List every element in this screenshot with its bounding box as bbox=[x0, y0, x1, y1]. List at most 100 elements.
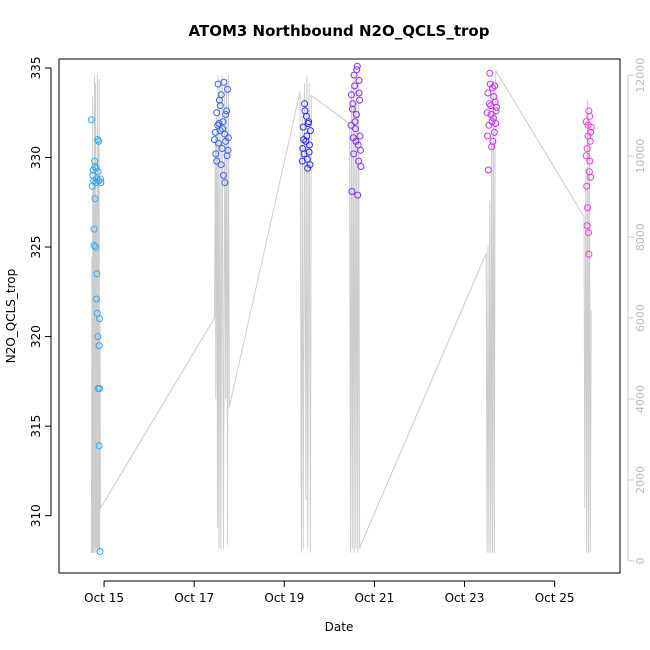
data-point bbox=[350, 71, 358, 79]
data-point bbox=[484, 132, 491, 140]
y2-tick-label: 12000 bbox=[634, 58, 647, 93]
data-point bbox=[351, 82, 359, 90]
data-point bbox=[355, 157, 363, 165]
data-point bbox=[493, 103, 500, 111]
y2-tick-label: 6000 bbox=[634, 304, 647, 332]
x-tick-label: Oct 17 bbox=[174, 591, 214, 605]
data-point bbox=[216, 102, 224, 110]
data-point bbox=[219, 118, 227, 126]
data-point bbox=[216, 127, 224, 135]
data-point bbox=[95, 137, 103, 145]
data-point bbox=[300, 136, 308, 144]
data-point bbox=[582, 118, 590, 126]
data-point bbox=[487, 111, 495, 118]
data-point bbox=[489, 137, 497, 145]
data-point bbox=[306, 161, 314, 169]
data-point bbox=[348, 105, 356, 113]
data-point bbox=[90, 225, 98, 233]
data-point bbox=[92, 243, 99, 251]
data-point bbox=[492, 120, 500, 127]
y-axis-label: N2O_QCLS_trop bbox=[4, 269, 18, 364]
data-point bbox=[349, 134, 357, 142]
data-point bbox=[224, 134, 232, 142]
data-point bbox=[302, 112, 310, 120]
data-point bbox=[212, 150, 220, 158]
data-point bbox=[95, 177, 103, 185]
data-point bbox=[96, 385, 104, 392]
data-point bbox=[95, 342, 103, 350]
chart-title: ATOM3 Northbound N2O_QCLS_trop bbox=[189, 22, 490, 40]
altitude-line bbox=[90, 69, 592, 553]
data-point bbox=[489, 84, 496, 92]
axes-layer: 310 315 320 325 330 335 Oct 15 Oct 17 Oct 19 Oct … bbox=[29, 57, 647, 605]
data-point bbox=[299, 145, 307, 152]
data-point bbox=[490, 128, 498, 136]
data-point bbox=[583, 182, 591, 190]
data-point bbox=[223, 107, 231, 115]
data-point bbox=[93, 175, 101, 183]
data-point bbox=[306, 127, 314, 135]
data-point bbox=[492, 107, 500, 115]
data-point bbox=[301, 100, 309, 108]
data-point bbox=[95, 442, 103, 450]
x-tick-label: Oct 19 bbox=[264, 591, 304, 605]
data-point bbox=[587, 123, 595, 131]
data-point bbox=[217, 91, 225, 99]
y-tick-label: 325 bbox=[29, 236, 43, 259]
data-point bbox=[90, 241, 98, 249]
data-point bbox=[583, 145, 591, 152]
data-point bbox=[584, 204, 592, 212]
data-point bbox=[92, 164, 100, 172]
data-point bbox=[587, 173, 595, 181]
data-point bbox=[351, 118, 359, 126]
data-point bbox=[352, 125, 359, 133]
data-point bbox=[355, 77, 363, 84]
data-point bbox=[96, 548, 104, 555]
data-point bbox=[349, 100, 357, 108]
data-point bbox=[585, 229, 592, 237]
data-point bbox=[215, 139, 222, 147]
scatter-layer bbox=[87, 62, 595, 555]
data-point bbox=[353, 62, 361, 70]
data-point bbox=[306, 141, 313, 149]
data-point bbox=[92, 295, 100, 303]
data-point bbox=[96, 315, 104, 323]
data-point bbox=[586, 112, 594, 120]
data-point bbox=[211, 136, 218, 144]
data-point bbox=[224, 85, 231, 93]
data-point bbox=[303, 155, 311, 163]
data-point bbox=[223, 152, 231, 160]
data-point bbox=[348, 188, 356, 195]
data-point bbox=[490, 93, 498, 101]
data-point bbox=[213, 109, 221, 117]
y2-tick-label: 0 bbox=[634, 557, 647, 564]
data-point bbox=[217, 161, 225, 169]
y-tick-label: 330 bbox=[29, 146, 43, 169]
data-point bbox=[583, 222, 591, 230]
x-tick-label: Oct 15 bbox=[84, 591, 124, 605]
data-point bbox=[97, 175, 104, 183]
data-point bbox=[586, 157, 594, 165]
data-point bbox=[582, 152, 590, 160]
data-point bbox=[350, 150, 358, 158]
data-point bbox=[305, 148, 313, 156]
data-point bbox=[488, 118, 496, 126]
data-point bbox=[214, 121, 222, 129]
data-point bbox=[304, 164, 312, 172]
data-point bbox=[352, 111, 360, 118]
data-point bbox=[491, 82, 499, 90]
y-tick-label: 315 bbox=[29, 415, 43, 438]
data-point bbox=[484, 89, 492, 97]
y-tick-label: 310 bbox=[29, 504, 43, 527]
data-point bbox=[97, 179, 105, 187]
data-point bbox=[585, 250, 593, 258]
data-point bbox=[483, 109, 491, 117]
data-point bbox=[355, 89, 363, 97]
data-point bbox=[222, 111, 230, 118]
data-point bbox=[485, 100, 493, 108]
y2-tick-label: 4000 bbox=[634, 385, 647, 413]
data-point bbox=[91, 157, 99, 165]
data-point bbox=[220, 171, 227, 179]
y-tick-label: 335 bbox=[29, 57, 43, 80]
data-point bbox=[353, 66, 361, 74]
